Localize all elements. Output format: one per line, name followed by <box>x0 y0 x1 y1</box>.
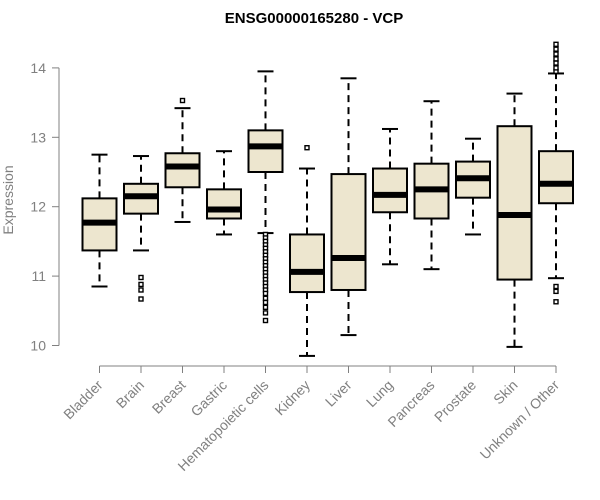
outlier-point <box>262 290 269 297</box>
x-tick-label: Prostate <box>431 377 479 425</box>
box-group-liver <box>330 77 367 337</box>
box-group-bladder <box>81 153 118 288</box>
y-tick-label: 13 <box>30 129 46 145</box>
box-iqr <box>538 150 574 205</box>
box-iqr <box>289 233 325 294</box>
outlier-point <box>553 56 559 62</box>
x-tick-label: Skin <box>490 377 521 408</box>
box-group-breast <box>164 97 201 223</box>
x-tick-label: Liver <box>322 377 355 410</box>
box-group-skin <box>496 92 533 348</box>
outlier-point <box>553 65 559 71</box>
x-tick-label: Brain <box>113 377 147 411</box>
outlier-point <box>262 304 269 311</box>
chart-title: ENSG00000165280 - VCP <box>225 10 403 27</box>
x-tick-label: Bladder <box>60 377 106 423</box>
box-iqr <box>206 188 242 220</box>
x-tick-label: Lung <box>363 377 396 410</box>
x-tick-label: Breast <box>149 377 189 417</box>
outlier-point <box>553 46 559 52</box>
outlier-point <box>138 296 144 302</box>
outlier-point <box>262 295 269 302</box>
outlier-point <box>553 283 559 290</box>
box-iqr <box>496 125 533 281</box>
box-group-prostate <box>455 137 491 236</box>
y-tick-label: 11 <box>31 268 46 284</box>
outlier-point <box>138 274 144 281</box>
outlier-point <box>138 287 144 293</box>
y-tick-label: 10 <box>30 338 46 354</box>
outlier-point <box>553 299 559 305</box>
box-group-hematopoietic-cells <box>247 70 284 324</box>
box-group-kidney <box>289 145 325 357</box>
boxes <box>81 41 574 357</box>
box-group-lung <box>372 127 408 266</box>
outlier-point <box>179 97 186 104</box>
x-tick-label: Unknown / Other <box>477 377 563 463</box>
box-iqr <box>247 129 284 173</box>
outlier-point <box>138 281 144 288</box>
box-group-unknown-other <box>538 41 574 305</box>
y-axis: 10 11 12 13 14 <box>30 60 60 354</box>
outlier-point <box>304 145 310 151</box>
box-iqr <box>330 173 367 291</box>
outlier-point <box>553 51 559 57</box>
x-tick-label: Kidney <box>272 377 314 419</box>
outlier-point <box>262 317 269 324</box>
outlier-point <box>262 310 269 316</box>
outlier-point <box>553 288 559 295</box>
box-iqr <box>164 152 201 189</box>
box-group-brain <box>123 155 159 302</box>
box-iqr <box>372 167 408 214</box>
outlier-point <box>262 299 269 306</box>
box-group-gastric <box>206 150 242 236</box>
outlier-point <box>553 60 559 66</box>
box-group-pancreas <box>413 100 450 271</box>
outlier-point <box>553 41 559 48</box>
y-tick-label: 14 <box>30 60 46 76</box>
y-tick-label: 12 <box>30 199 46 215</box>
y-axis-label: Expression <box>0 165 16 234</box>
